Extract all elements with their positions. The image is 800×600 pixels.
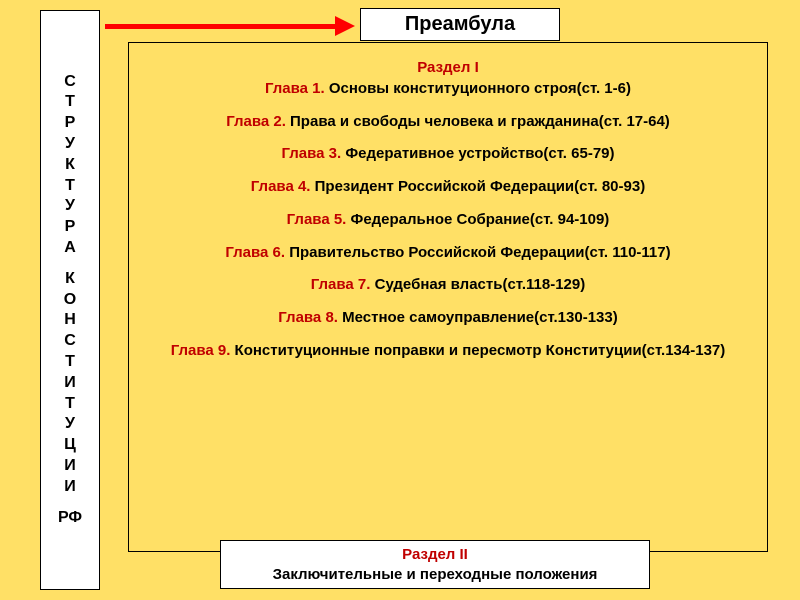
chapter-label: Глава 5. xyxy=(287,211,347,228)
sidebar-letter: Т xyxy=(65,394,75,415)
sidebar-letter: У xyxy=(65,414,75,435)
chapter-line: Глава 6. Правительство Российской Федера… xyxy=(143,244,753,263)
sidebar-letter: И xyxy=(64,373,76,394)
chapter-label: Глава 1. xyxy=(265,80,325,97)
chapter-line: Глава 7. Судебная власть(ст.118-129) xyxy=(143,276,753,295)
chapter-text: Федеративное устройство(ст. 65-79) xyxy=(341,145,614,162)
preamble-box: Преамбула xyxy=(360,8,560,41)
chapter-label: Глава 6. xyxy=(225,244,285,261)
chapter-label: Глава 3. xyxy=(281,145,341,162)
chapter-text: Основы конституционного строя(ст. 1-6) xyxy=(325,80,631,97)
chapter-line: Глава 1. Основы конституционного строя(с… xyxy=(143,80,753,99)
chapters-list: Глава 1. Основы конституционного строя(с… xyxy=(143,80,753,361)
chapter-label: Глава 2. xyxy=(226,113,286,130)
sidebar-letter: О xyxy=(64,290,76,311)
arrow-line xyxy=(105,24,335,29)
chapter-text: Права и свободы человека и гражданина(ст… xyxy=(286,113,670,130)
sidebar-letter: И xyxy=(64,456,76,477)
section1-title: Раздел I xyxy=(143,59,753,78)
sidebar-letter: Н xyxy=(64,310,76,331)
chapter-line: Глава 2. Права и свободы человека и граж… xyxy=(143,113,753,132)
chapter-text: Президент Российской Федерации(ст. 80-93… xyxy=(310,178,645,195)
sidebar-letter: Т xyxy=(65,176,75,197)
arrow-head-icon xyxy=(335,16,355,36)
chapter-line: Глава 4. Президент Российской Федерации(… xyxy=(143,178,753,197)
section1-box: Раздел I Глава 1. Основы конституционног… xyxy=(128,42,768,552)
chapter-label: Глава 9. xyxy=(171,342,231,359)
section2-box: Раздел II Заключительные и переходные по… xyxy=(220,540,650,589)
sidebar-letter: У xyxy=(65,134,75,155)
sidebar-title-box: СТРУКТУРАКОНСТИТУЦИИРФ xyxy=(40,10,100,590)
chapter-line: Глава 8. Местное самоуправление(ст.130-1… xyxy=(143,309,753,328)
sidebar-letter: А xyxy=(64,238,76,259)
sidebar-letter: И xyxy=(64,477,76,498)
chapter-label: Глава 7. xyxy=(311,276,371,293)
chapter-text: Правительство Российской Федерации(ст. 1… xyxy=(285,244,671,261)
sidebar-letter: Р xyxy=(65,113,76,134)
sidebar-letter: У xyxy=(65,196,75,217)
chapter-line: Глава 9. Конституционные поправки и пере… xyxy=(143,342,753,361)
sidebar-letter: К xyxy=(65,155,75,176)
section2-subtitle: Заключительные и переходные положения xyxy=(227,565,643,585)
sidebar-letter: К xyxy=(65,269,75,290)
chapter-line: Глава 5. Федеральное Собрание(ст. 94-109… xyxy=(143,211,753,230)
sidebar-letter: Т xyxy=(65,92,75,113)
chapter-line: Глава 3. Федеративное устройство(ст. 65-… xyxy=(143,145,753,164)
chapter-text: Местное самоуправление(ст.130-133) xyxy=(338,309,618,326)
section2-title: Раздел II xyxy=(227,545,643,565)
chapter-text: Конституционные поправки и пересмотр Кон… xyxy=(230,342,725,359)
sidebar-letter: Р xyxy=(65,217,76,238)
chapter-label: Глава 4. xyxy=(251,178,311,195)
sidebar-letter: С xyxy=(64,72,76,93)
sidebar-rf: РФ xyxy=(58,508,82,529)
sidebar-letter: С xyxy=(64,331,76,352)
chapter-text: Судебная власть(ст.118-129) xyxy=(370,276,585,293)
arrow xyxy=(105,22,355,30)
sidebar-letter: Ц xyxy=(64,435,76,456)
chapter-text: Федеральное Собрание(ст. 94-109) xyxy=(346,211,609,228)
sidebar-letter: Т xyxy=(65,352,75,373)
preamble-label: Преамбула xyxy=(405,13,515,35)
chapter-label: Глава 8. xyxy=(278,309,338,326)
